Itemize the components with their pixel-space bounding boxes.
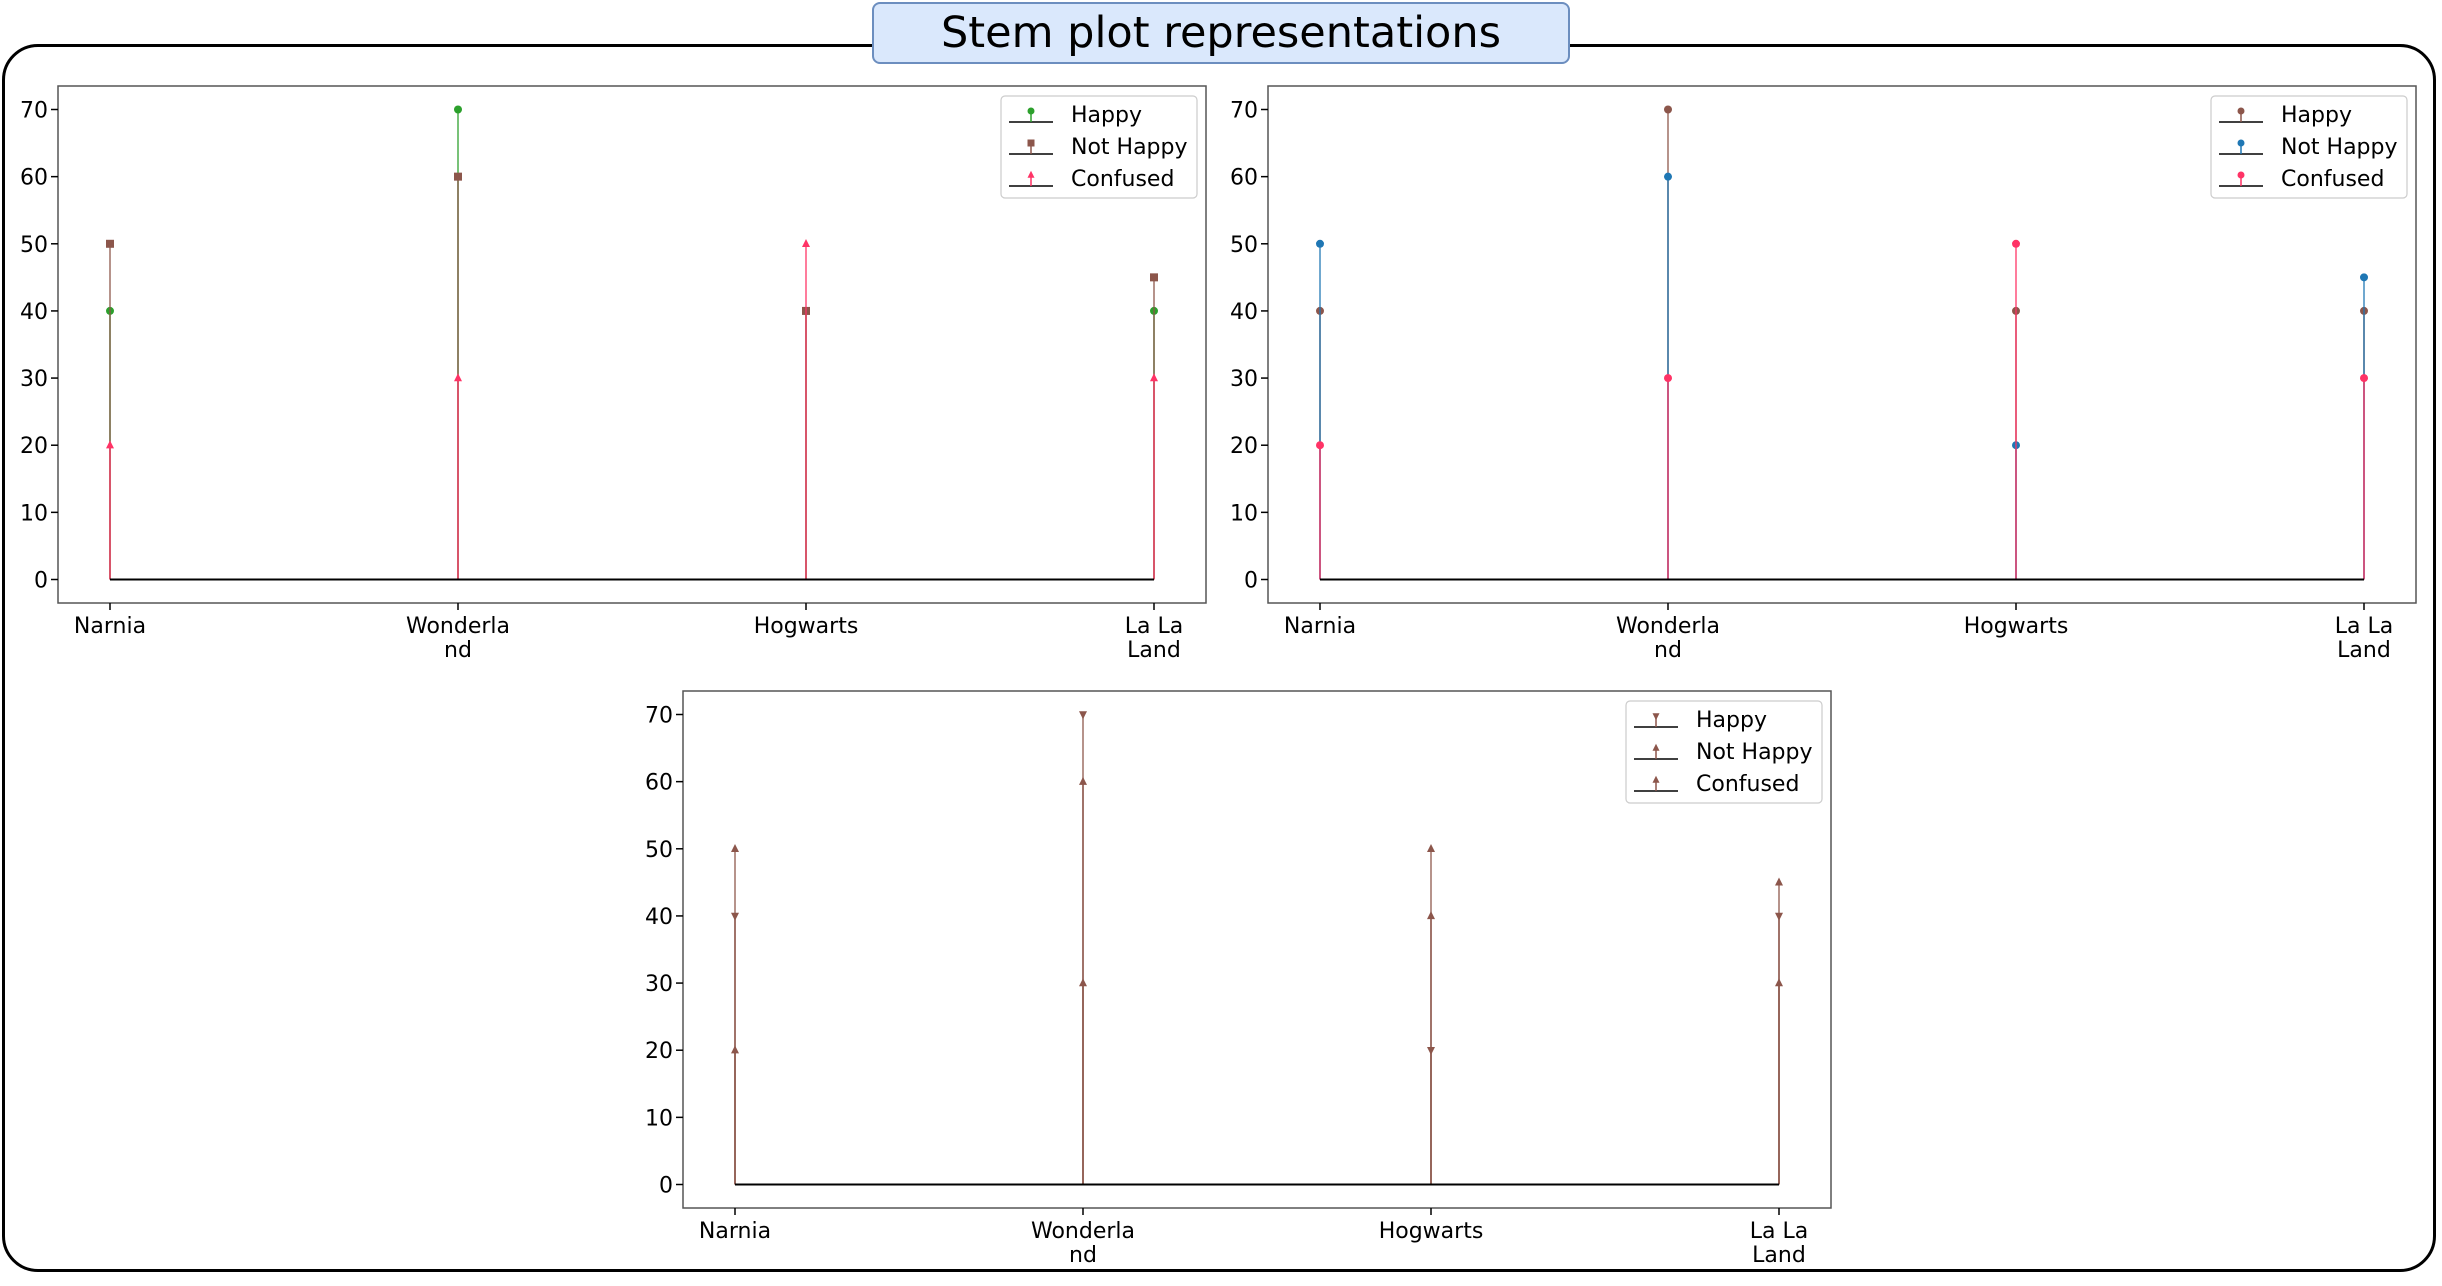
y-tick-label: 10	[1230, 501, 1258, 526]
axes-frame	[1267, 85, 2417, 604]
legend-label: Not Happy	[2281, 135, 2398, 160]
y-tick-label: 70	[1230, 99, 1258, 124]
stem-marker	[2360, 273, 2368, 282]
stem-marker	[1150, 273, 1158, 282]
stem-marker	[1427, 843, 1435, 852]
legend-label: Not Happy	[1696, 740, 1813, 765]
stem-marker	[1775, 978, 1783, 987]
y-tick-label: 10	[20, 501, 48, 526]
x-tick-label: Land	[1127, 638, 1181, 663]
x-tick-label: nd	[444, 638, 472, 663]
y-tick-label: 40	[1230, 300, 1258, 325]
stem-marker	[106, 440, 114, 449]
y-tick-label: 0	[1244, 569, 1258, 594]
x-tick-label: Narnia	[1284, 614, 1356, 639]
figure-title: Stem plot representations	[872, 2, 1570, 64]
x-tick-label: Wonderla	[406, 614, 510, 639]
y-tick-label: 20	[20, 434, 48, 459]
x-tick-label: nd	[1654, 638, 1682, 663]
legend-marker	[1652, 713, 1660, 721]
stem-marker	[1079, 978, 1087, 987]
y-tick-label: 40	[645, 905, 673, 930]
stem-marker	[1664, 105, 1672, 114]
stem-marker	[1427, 911, 1435, 920]
y-tick-label: 40	[20, 300, 48, 325]
stem-marker	[454, 105, 462, 114]
legend-label: Confused	[1071, 167, 1174, 192]
x-tick-label: nd	[1069, 1243, 1097, 1268]
y-tick-label: 50	[1230, 233, 1258, 258]
x-tick-label: Wonderla	[1616, 614, 1720, 639]
axes-frame	[57, 85, 1207, 604]
y-tick-label: 60	[1230, 166, 1258, 191]
stem-marker	[106, 239, 114, 248]
legend-label: Happy	[2281, 103, 2352, 128]
stem-marker	[1079, 776, 1087, 785]
stem-marker	[1664, 172, 1672, 181]
x-tick-label: Land	[2337, 638, 2391, 663]
stem-marker	[2012, 239, 2020, 248]
y-tick-label: 30	[645, 972, 673, 997]
y-tick-label: 20	[645, 1039, 673, 1064]
y-tick-label: 10	[645, 1106, 673, 1131]
legend-marker	[1027, 170, 1035, 178]
legend-marker	[1652, 775, 1660, 783]
y-tick-label: 60	[645, 771, 673, 796]
legend-marker	[2237, 107, 2245, 115]
axes-frame	[682, 690, 1832, 1209]
y-tick-label: 70	[645, 704, 673, 729]
stem-marker	[1150, 373, 1158, 382]
x-tick-label: Wonderla	[1031, 1219, 1135, 1244]
y-tick-label: 0	[659, 1174, 673, 1199]
stem-marker	[2360, 374, 2368, 383]
legend-label: Confused	[1696, 772, 1799, 797]
stem-marker	[1316, 441, 1324, 450]
legend-label: Confused	[2281, 167, 2384, 192]
legend-marker	[2237, 139, 2245, 147]
stem-marker	[454, 172, 462, 181]
x-tick-label: Narnia	[699, 1219, 771, 1244]
y-tick-label: 50	[20, 233, 48, 258]
y-tick-label: 20	[1230, 434, 1258, 459]
legend-label: Happy	[1071, 103, 1142, 128]
x-tick-label: Land	[1752, 1243, 1806, 1268]
y-tick-label: 70	[20, 99, 48, 124]
x-tick-label: La La	[1125, 614, 1183, 639]
x-tick-label: Narnia	[74, 614, 146, 639]
stem-marker	[1664, 374, 1672, 383]
y-tick-label: 30	[1230, 367, 1258, 392]
x-tick-label: Hogwarts	[1964, 614, 2069, 639]
stem-marker	[454, 373, 462, 382]
legend-marker	[2237, 171, 2245, 179]
stem-marker	[731, 843, 739, 852]
stem-marker	[1079, 711, 1087, 720]
legend-marker	[1652, 743, 1660, 751]
legend-label: Not Happy	[1071, 135, 1188, 160]
legend-label: Happy	[1696, 708, 1767, 733]
stem-marker	[802, 238, 810, 247]
y-tick-label: 60	[20, 166, 48, 191]
y-tick-label: 0	[34, 569, 48, 594]
stem-marker	[1316, 239, 1324, 248]
stem-marker	[731, 1045, 739, 1054]
x-tick-label: La La	[2335, 614, 2393, 639]
x-tick-label: La La	[1750, 1219, 1808, 1244]
legend-marker	[1027, 107, 1035, 115]
x-tick-label: Hogwarts	[754, 614, 859, 639]
y-tick-label: 50	[645, 838, 673, 863]
y-tick-label: 30	[20, 367, 48, 392]
x-tick-label: Hogwarts	[1379, 1219, 1484, 1244]
legend-marker	[1027, 139, 1035, 147]
stem-marker	[1775, 877, 1783, 886]
